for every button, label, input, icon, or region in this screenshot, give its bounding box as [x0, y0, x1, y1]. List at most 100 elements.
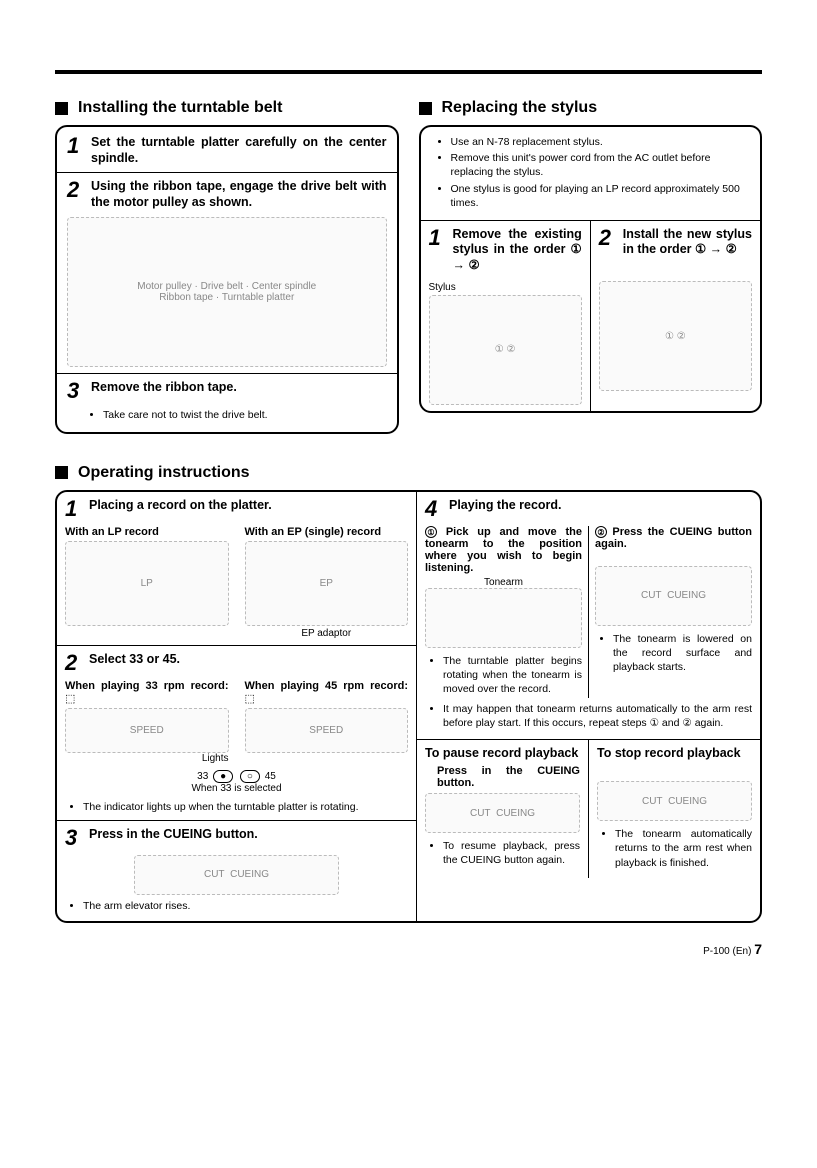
stylus-notes: Use an N-78 replacement stylus. Remove t… — [433, 135, 749, 210]
step-a1: 1 Set the turntable platter carefully on… — [67, 135, 387, 166]
panel-c-left: 1 Placing a record on the platter. With … — [57, 492, 416, 921]
note-item: The indicator lights up when the turntab… — [83, 800, 408, 814]
step-num: 3 — [65, 827, 81, 849]
play-sub-b-text: Press the CUEING button again. — [595, 526, 752, 550]
play-sub-b: ② Press the CUEING button again. — [595, 526, 752, 550]
diagram-ep: EP — [245, 541, 409, 626]
cueing-note: The arm elevator rises. — [65, 899, 408, 913]
label-center-spindle: Center spindle — [252, 281, 316, 292]
square-bullet-icon — [55, 466, 68, 479]
label-when-33: When 33 is selected — [65, 783, 408, 794]
note-item: The turntable platter begins rotating wh… — [443, 654, 582, 697]
diagram-cueing-press: CUT CUEING — [134, 855, 340, 895]
step-a1-text: Set the turntable platter carefully on t… — [91, 135, 387, 166]
step-a3: 3 Remove the ribbon tape. — [67, 380, 387, 402]
play-substeps: ① Pick up and move the tonearm to the po… — [425, 526, 752, 699]
square-bullet-icon — [55, 102, 68, 115]
step-num: 3 — [67, 380, 83, 402]
circled-2-icon: ② — [595, 526, 607, 538]
label-cueing: CUEING — [496, 808, 535, 819]
panel-c-cols: 1 Placing a record on the platter. With … — [57, 492, 760, 921]
speed-note: The indicator lights up when the turntab… — [65, 800, 408, 814]
label-cut: CUT — [641, 590, 662, 601]
diagram-stylus-install: ① ② — [599, 281, 752, 391]
section-operating: Operating instructions 1 Placing a recor… — [55, 464, 762, 923]
label-stylus: Stylus — [429, 282, 582, 293]
footer-model: P-100 (En) — [703, 946, 751, 957]
step-c2-text: Select 33 or 45. — [89, 652, 180, 674]
record-types: With an LP record LP With an EP (single)… — [65, 526, 408, 639]
step-num: 4 — [425, 498, 441, 520]
diagram-lp: LP — [65, 541, 229, 626]
pause-note: To resume playback, press the CUEING but… — [425, 839, 580, 867]
section-a-title: Installing the turntable belt — [55, 99, 399, 117]
ep-heading: With an EP (single) record — [245, 526, 409, 538]
step-a2: 2 Using the ribbon tape, engage the driv… — [67, 179, 387, 210]
label-cueing: CUEING — [230, 869, 269, 880]
label-motor-pulley: Motor pulley — [137, 281, 191, 292]
diagram-speed-45: SPEED — [245, 708, 409, 753]
lp-heading: With an LP record — [65, 526, 229, 538]
speed-indicator: 33 ● ○ 45 When 33 is selected — [65, 770, 408, 794]
label-45: 45 — [265, 771, 276, 782]
speed-select: When playing 33 rpm record: ⬚ SPEED Ligh… — [65, 680, 408, 764]
step-c2: 2 Select 33 or 45. — [65, 652, 408, 674]
section-c-title: Operating instructions — [55, 464, 762, 482]
step-num: 2 — [599, 227, 615, 258]
pause-stop: To pause record playback Press in the CU… — [417, 740, 760, 878]
step-c4: 4 Playing the record. — [425, 498, 752, 520]
step-c1: 1 Placing a record on the platter. — [65, 498, 408, 520]
divider — [57, 172, 397, 173]
label-33: 33 — [197, 771, 208, 782]
step-b1-text: Remove the existing stylus in the order … — [453, 227, 582, 274]
label-lights: Lights — [65, 753, 229, 764]
step-b2-text: Install the new stylus in the order ① → … — [623, 227, 752, 258]
step-num: 2 — [65, 652, 81, 674]
label-speed: SPEED — [130, 725, 164, 736]
label-speed: SPEED — [309, 725, 343, 736]
note-item: One stylus is good for playing an LP rec… — [451, 182, 749, 210]
section-b-title: Replacing the stylus — [419, 99, 763, 117]
divider — [57, 645, 416, 646]
step-c1-text: Placing a record on the platter. — [89, 498, 272, 520]
stop-title: To stop record playback — [597, 746, 752, 762]
speed-45-heading: When playing 45 rpm record: ⬚ — [245, 680, 409, 705]
diagram-belt: Motor pulley · Drive belt · Center spind… — [67, 217, 387, 367]
section-a-title-text: Installing the turntable belt — [78, 99, 282, 117]
step-num: 1 — [67, 135, 83, 166]
label-cut: CUT — [470, 808, 491, 819]
section-c-title-text: Operating instructions — [78, 464, 250, 482]
step-num: 1 — [429, 227, 445, 274]
step-a3-text: Remove the ribbon tape. — [91, 380, 237, 402]
diagram-tonearm — [425, 588, 582, 648]
diagram-stylus-remove: ① ② — [429, 295, 582, 405]
stylus-steps: 1 Remove the existing stylus in the orde… — [421, 221, 761, 411]
step-a2-text: Using the ribbon tape, engage the drive … — [91, 179, 387, 210]
stylus-step-1: 1 Remove the existing stylus in the orde… — [421, 221, 590, 411]
step-c3-text: Press in the CUEING button. — [89, 827, 258, 849]
note-item: Take care not to twist the drive belt. — [103, 408, 387, 422]
diagram-belt-labels: Motor pulley · Drive belt · Center spind… — [137, 281, 316, 303]
step-num: 1 — [65, 498, 81, 520]
step-a3-notes: Take care not to twist the drive belt. — [85, 408, 387, 422]
stylus-step-2: 2 Install the new stylus in the order ① … — [590, 221, 760, 411]
play-sub-a-text: Pick up and move the tonearm to the posi… — [425, 526, 582, 574]
note-item: The tonearm automatically returns to the… — [615, 827, 752, 870]
footer-page: 7 — [754, 941, 762, 957]
note-item: It may happen that tonearm returns autom… — [443, 702, 752, 730]
panel-c-right: 4 Playing the record. ① Pick up and move… — [416, 492, 760, 921]
pause-sub: Press in the CUEING button. — [437, 765, 580, 789]
divider — [57, 820, 416, 821]
note-item: The arm elevator rises. — [83, 899, 408, 913]
top-rule — [55, 70, 762, 74]
play-note-c: It may happen that tonearm returns autom… — [425, 702, 752, 730]
section-install-belt: Installing the turntable belt 1 Set the … — [55, 99, 399, 434]
label-cueing: CUEING — [667, 590, 706, 601]
page-footer: P-100 (En) 7 — [55, 941, 762, 957]
step-c4-text: Playing the record. — [449, 498, 562, 520]
step-c3: 3 Press in the CUEING button. — [65, 827, 408, 849]
pause-title: To pause record playback — [425, 746, 580, 762]
note-item: The tonearm is lowered on the record sur… — [613, 632, 752, 675]
diagram-speed-33: SPEED — [65, 708, 229, 753]
play-note-a: The turntable platter begins rotating wh… — [425, 654, 582, 697]
